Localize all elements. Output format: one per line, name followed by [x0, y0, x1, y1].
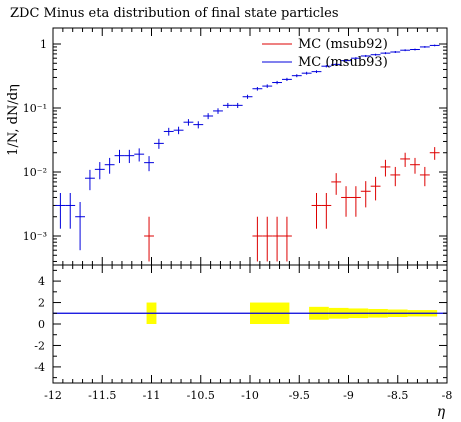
data-point — [262, 84, 273, 88]
data-point — [341, 186, 351, 217]
data-point — [360, 54, 371, 58]
data-point — [311, 70, 322, 74]
data-point — [321, 64, 332, 68]
series-msub93 — [55, 44, 440, 251]
data-point — [380, 52, 391, 55]
data-point — [282, 216, 292, 262]
data-point — [153, 138, 164, 149]
data-point — [400, 152, 411, 167]
data-point — [331, 63, 342, 66]
data-point — [173, 126, 184, 135]
data-point — [134, 148, 145, 162]
data-point — [252, 216, 263, 262]
y-tick-label: 0 — [38, 318, 45, 331]
data-point — [272, 80, 283, 85]
x-tick-label: -9 — [343, 389, 354, 402]
data-point — [390, 51, 401, 54]
x-axis-label: η — [437, 404, 446, 420]
data-point — [55, 192, 66, 229]
data-point — [311, 192, 322, 229]
series-msub92 — [144, 147, 440, 262]
data-point — [380, 159, 391, 177]
x-tick-label: -8 — [442, 389, 453, 402]
y-tick-label: 1 — [40, 38, 47, 51]
data-point — [429, 44, 440, 47]
data-point — [429, 147, 440, 160]
x-tick-label: -10 — [241, 389, 259, 402]
y-tick-label: -2 — [34, 339, 45, 352]
data-point — [203, 113, 214, 120]
data-point — [282, 77, 292, 82]
data-point — [410, 157, 420, 174]
data-point — [94, 162, 105, 180]
y-tick-label: 10⁻¹ — [23, 102, 47, 115]
y-axis-label: 1/N, dN/dη — [6, 84, 21, 156]
x-tick-label: -9.5 — [289, 389, 310, 402]
data-point — [272, 216, 283, 262]
data-point — [193, 121, 204, 129]
data-point — [114, 149, 125, 164]
data-point — [301, 71, 312, 75]
data-point — [144, 156, 154, 172]
data-point — [65, 192, 76, 229]
data-point — [419, 46, 430, 48]
data-point — [341, 59, 351, 62]
x-tick-label: -8.5 — [387, 389, 408, 402]
data-point — [331, 173, 342, 195]
data-point — [85, 169, 95, 191]
y-tick-label: 2 — [38, 297, 45, 310]
data-point — [262, 216, 273, 262]
y-tick-label: 4 — [38, 275, 45, 288]
data-point — [370, 176, 381, 201]
main-plot-frame — [52, 27, 448, 266]
data-point — [410, 48, 420, 51]
data-point — [75, 201, 86, 251]
data-point — [232, 102, 243, 108]
chart-title: ZDC Minus eta distribution of final stat… — [10, 6, 339, 21]
x-tick-label: -10.5 — [187, 389, 215, 402]
legend-label-msub93: MC (msub93) — [298, 55, 388, 70]
data-point — [242, 94, 253, 99]
data-point — [390, 166, 401, 187]
x-tick-label: -12 — [44, 389, 62, 402]
data-point — [163, 127, 174, 136]
data-point — [360, 181, 371, 208]
y-tick-label: 10⁻² — [23, 166, 47, 179]
data-point — [183, 119, 194, 126]
data-point — [350, 57, 361, 60]
data-point — [291, 74, 302, 78]
data-point — [124, 149, 135, 164]
legend: MC (msub92) MC (msub93) — [262, 37, 388, 70]
data-point — [144, 216, 154, 262]
data-point — [419, 166, 430, 187]
legend-label-msub92: MC (msub92) — [298, 37, 388, 52]
data-point — [370, 53, 381, 56]
data-point — [252, 86, 263, 91]
data-point — [400, 49, 411, 52]
data-point — [222, 102, 233, 108]
data-point — [104, 157, 115, 174]
data-point — [350, 186, 361, 217]
data-point — [321, 192, 332, 229]
x-tick-label: -11 — [143, 389, 161, 402]
y-tick-label: -4 — [34, 361, 45, 374]
y-tick-label: 10⁻³ — [23, 230, 47, 243]
x-tick-label: -11.5 — [88, 389, 116, 402]
data-point — [213, 108, 223, 114]
